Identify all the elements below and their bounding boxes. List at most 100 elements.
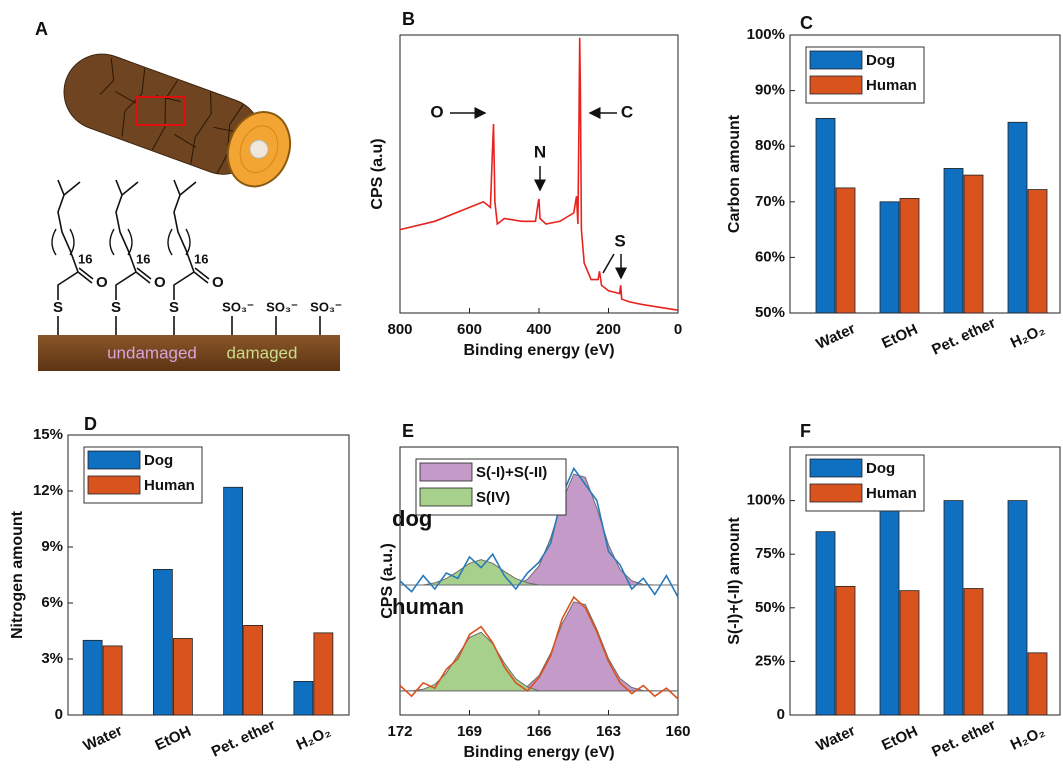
legend-label: Human [866,77,917,94]
x-tick-label: EtOH [153,723,194,754]
legend-swatch [810,51,862,69]
bar [153,569,172,715]
x-tick-label: 160 [665,723,690,740]
bar [224,487,243,715]
bar [1028,190,1047,313]
x-tick-label: H₂O₂ [1008,723,1048,754]
bar [880,501,899,715]
x-tick-label: Pet. ether [209,716,278,760]
annotation: O [430,102,443,121]
molecule-bonds [116,180,151,300]
x-tick-label: 200 [596,321,621,338]
bar [880,202,899,313]
legend-label: S(IV) [476,489,510,506]
bar [816,118,835,313]
x-tick-label: 0 [674,321,682,338]
sulfonate: SO₃⁻ [222,299,254,314]
sulfur: S [169,299,179,316]
bar [836,586,855,715]
legend-swatch [810,484,862,502]
bar [1008,122,1027,313]
bracket [110,229,114,255]
x-tick-label: 400 [526,321,551,338]
annotation-arrow [603,254,621,278]
oxygen: O [212,274,224,291]
molecule-bonds [58,180,93,300]
bar [1008,501,1027,715]
y-tick-label: 50% [755,304,785,321]
y-axis-label: CPS (a.u) [369,138,386,209]
bar [173,638,192,715]
annotation: dog [392,506,432,531]
sulfonate: SO₃⁻ [310,299,342,314]
bar [816,532,835,715]
y-tick-label: 0 [55,706,63,723]
bar [1028,653,1047,715]
panel-label: B [402,9,415,29]
legend-swatch [88,476,140,494]
legend-swatch [810,76,862,94]
y-tick-label: 100% [747,26,785,43]
legend-swatch [810,459,862,477]
bar [103,646,122,715]
annotation: human [392,594,464,619]
sulfonate: SO₃⁻ [266,299,298,314]
y-tick-label: 90% [755,82,785,99]
legend-label: Human [144,477,195,494]
x-tick-label: 163 [596,723,621,740]
figure: A undamaged damaged 16OS16OS16OSSO₃⁻SO₃⁻… [0,0,1063,773]
molecule-bonds [174,180,209,300]
x-tick-label: H₂O₂ [294,723,334,754]
chain-length: 16 [194,251,208,266]
x-tick-label: Water [81,722,126,755]
x-tick-label: 172 [387,723,412,740]
annotation: C [621,102,633,121]
bar [900,198,919,313]
damaged-label: damaged [227,343,298,362]
y-tick-label: 80% [755,137,785,154]
legend-swatch [420,488,472,506]
panel-label: D [84,414,97,434]
x-tick-label: 166 [526,723,551,740]
bar [944,501,963,715]
panel-label: F [800,421,811,441]
legend-label: Dog [866,52,895,69]
legend-swatch [420,463,472,481]
annotation: N [534,142,546,161]
oxygen: O [154,274,166,291]
x-tick-label: 169 [457,723,482,740]
y-tick-label: 75% [755,545,785,562]
oxygen: O [96,274,108,291]
bar [244,625,263,715]
bar [836,188,855,313]
x-tick-label: Pet. ether [929,716,998,760]
y-tick-label: 6% [41,594,63,611]
panel-label: A [35,19,48,39]
bar [314,633,333,715]
bar [964,175,983,313]
plot-frame [400,35,678,313]
y-tick-label: 60% [755,248,785,265]
legend-label: Human [866,485,917,502]
bar [944,168,963,313]
bracket [168,229,172,255]
y-tick-label: 25% [755,652,785,669]
panel-label: C [800,13,813,33]
legend-label: S(-I)+S(-II) [476,464,547,481]
y-tick-label: 12% [33,482,63,499]
y-tick-label: 3% [41,650,63,667]
bracket [52,229,56,255]
x-tick-label: H₂O₂ [1008,321,1048,352]
y-tick-label: 70% [755,193,785,210]
bar [83,640,102,715]
y-tick-label: 15% [33,426,63,443]
chain-length: 16 [78,251,92,266]
bar [900,591,919,715]
bar [964,589,983,715]
y-axis-label: Carbon amount [726,114,743,233]
sulfur: S [53,299,63,316]
x-tick-label: Water [814,320,859,353]
y-axis-label: S(-I)+(-II) amount [726,517,743,645]
x-tick-label: EtOH [879,723,920,754]
undamaged-label: undamaged [107,343,197,362]
